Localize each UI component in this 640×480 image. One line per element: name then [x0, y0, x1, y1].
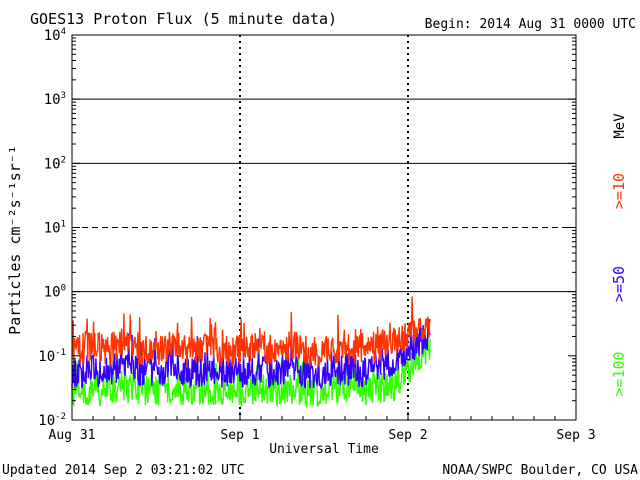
legend-unit: MeV	[612, 113, 628, 139]
updated-timestamp: Updated 2014 Sep 2 03:21:02 UTC	[2, 463, 245, 478]
y-tick-label: 101	[44, 220, 66, 237]
y-tick-exponent: -1	[55, 348, 66, 358]
y-tick-exponent: 4	[61, 27, 66, 37]
chart-title: GOES13 Proton Flux (5 minute data)	[30, 10, 337, 28]
x-tick-label: Sep 2	[388, 428, 427, 443]
y-tick-label: 10-1	[38, 348, 66, 365]
y-tick-exponent: 0	[61, 284, 66, 294]
y-tick-label: 102	[44, 155, 66, 172]
x-tick-label: Sep 3	[556, 428, 595, 443]
series-line	[71, 318, 431, 391]
y-axis-label: Particles cm⁻²s⁻¹sr⁻¹	[6, 145, 24, 335]
y-tick-label: 100	[44, 284, 66, 301]
x-tick-label: Sep 1	[220, 428, 259, 443]
x-tick-label: Aug 31	[49, 428, 96, 443]
credit-label: NOAA/SWPC Boulder, CO USA	[442, 463, 638, 478]
legend-entry-50mev: >=50	[610, 266, 628, 302]
y-tick-exponent: 1	[61, 220, 66, 230]
day-tick-marks	[239, 35, 409, 420]
series-line	[71, 337, 431, 409]
series-line	[71, 296, 431, 367]
x-axis-ticks: Aug 31 Sep 1 Sep 2 Sep 3	[49, 412, 596, 443]
series-layer	[71, 296, 431, 409]
y-tick-exponent: 3	[61, 91, 66, 101]
begin-time-label: Begin: 2014 Aug 31 0000 UTC	[425, 17, 636, 32]
y-tick-label: 10-2	[38, 412, 66, 429]
y-tick-exponent: -2	[55, 412, 66, 422]
legend-entry-100mev: >=100	[610, 351, 628, 396]
y-tick-label: 104	[44, 27, 66, 44]
threshold-lines	[72, 98, 576, 293]
y-tick-label: 103	[44, 91, 66, 108]
legend-entry-10mev: >=10	[610, 173, 628, 209]
x-axis-label: Universal Time	[269, 442, 379, 457]
y-tick-exponent: 2	[61, 155, 66, 165]
